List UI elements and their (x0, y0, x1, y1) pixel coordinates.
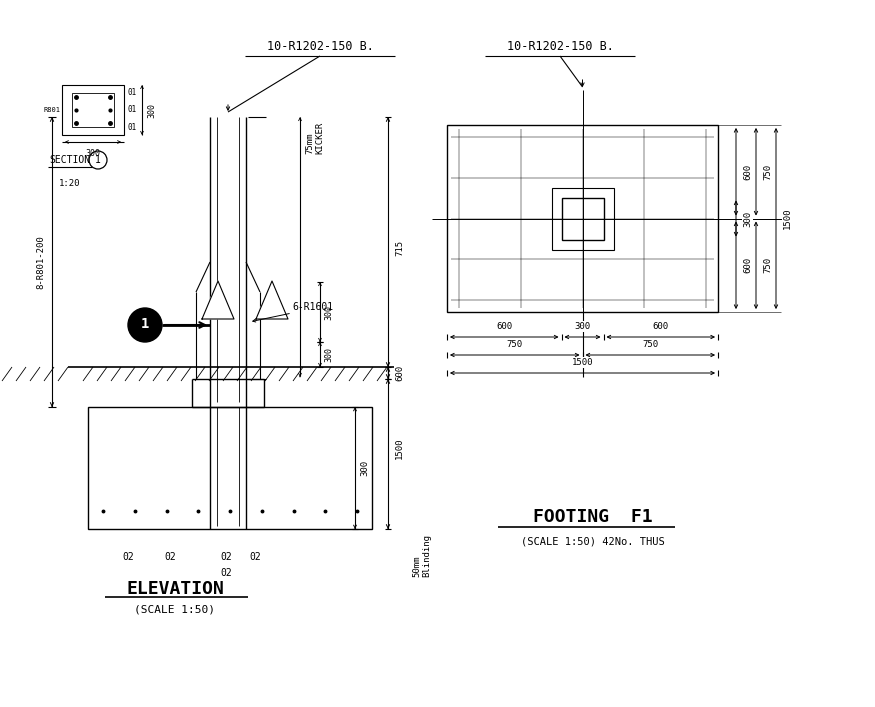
Text: 6-R1601: 6-R1601 (292, 302, 333, 312)
Text: 10-R1202-150 B.: 10-R1202-150 B. (267, 40, 374, 54)
Bar (62, 85, 124, 135)
Text: 1: 1 (141, 317, 149, 331)
Text: 02: 02 (220, 568, 232, 578)
Text: 300: 300 (575, 322, 591, 331)
Text: 1500: 1500 (783, 208, 792, 229)
Polygon shape (202, 281, 234, 319)
Text: 300: 300 (743, 211, 752, 226)
Text: 10-R1202-150 B.: 10-R1202-150 B. (507, 40, 613, 54)
Text: 600: 600 (496, 322, 513, 331)
Text: 750: 750 (763, 164, 772, 180)
Text: 02: 02 (220, 552, 232, 562)
Text: 50mm
Blinding: 50mm Blinding (412, 534, 431, 577)
Text: 750: 750 (507, 340, 523, 349)
Circle shape (128, 308, 162, 342)
Text: 600: 600 (743, 164, 752, 180)
Text: 02: 02 (164, 552, 176, 562)
Text: 300: 300 (86, 149, 101, 158)
Text: 1500: 1500 (571, 358, 593, 367)
Text: 75mm
KICKER: 75mm KICKER (305, 122, 325, 154)
Text: 750: 750 (642, 340, 658, 349)
Text: 1:20: 1:20 (60, 178, 80, 187)
Text: 01: 01 (127, 105, 136, 115)
Bar (72, 93, 114, 127)
Text: (SCALE 1:50) 42No. THUS: (SCALE 1:50) 42No. THUS (521, 536, 664, 546)
Text: 02: 02 (123, 552, 134, 562)
Text: 300: 300 (324, 347, 333, 362)
Text: 1500: 1500 (395, 437, 404, 459)
Text: 01: 01 (127, 123, 136, 132)
Bar (562, 197, 604, 240)
Text: 600: 600 (743, 257, 752, 274)
Text: ELEVATION: ELEVATION (126, 580, 224, 598)
Text: SECTION: SECTION (49, 155, 91, 165)
Text: 01: 01 (127, 88, 136, 97)
Text: 750: 750 (763, 257, 772, 274)
Text: 300: 300 (360, 460, 369, 476)
Text: 300: 300 (147, 103, 156, 117)
Text: 02: 02 (249, 552, 261, 562)
Text: 1: 1 (95, 155, 101, 165)
Text: FOOTING  F1: FOOTING F1 (533, 508, 653, 526)
Text: 600: 600 (653, 322, 668, 331)
Text: 600: 600 (395, 365, 404, 381)
Text: R801: R801 (44, 107, 61, 113)
Text: 715: 715 (395, 240, 404, 256)
Text: 300: 300 (324, 305, 333, 320)
Text: 8-R801-200: 8-R801-200 (37, 235, 46, 289)
Bar (447, 125, 718, 312)
Polygon shape (256, 281, 288, 319)
Bar (551, 187, 613, 250)
Text: (SCALE 1:50): (SCALE 1:50) (135, 605, 215, 615)
Bar (88, 407, 372, 529)
